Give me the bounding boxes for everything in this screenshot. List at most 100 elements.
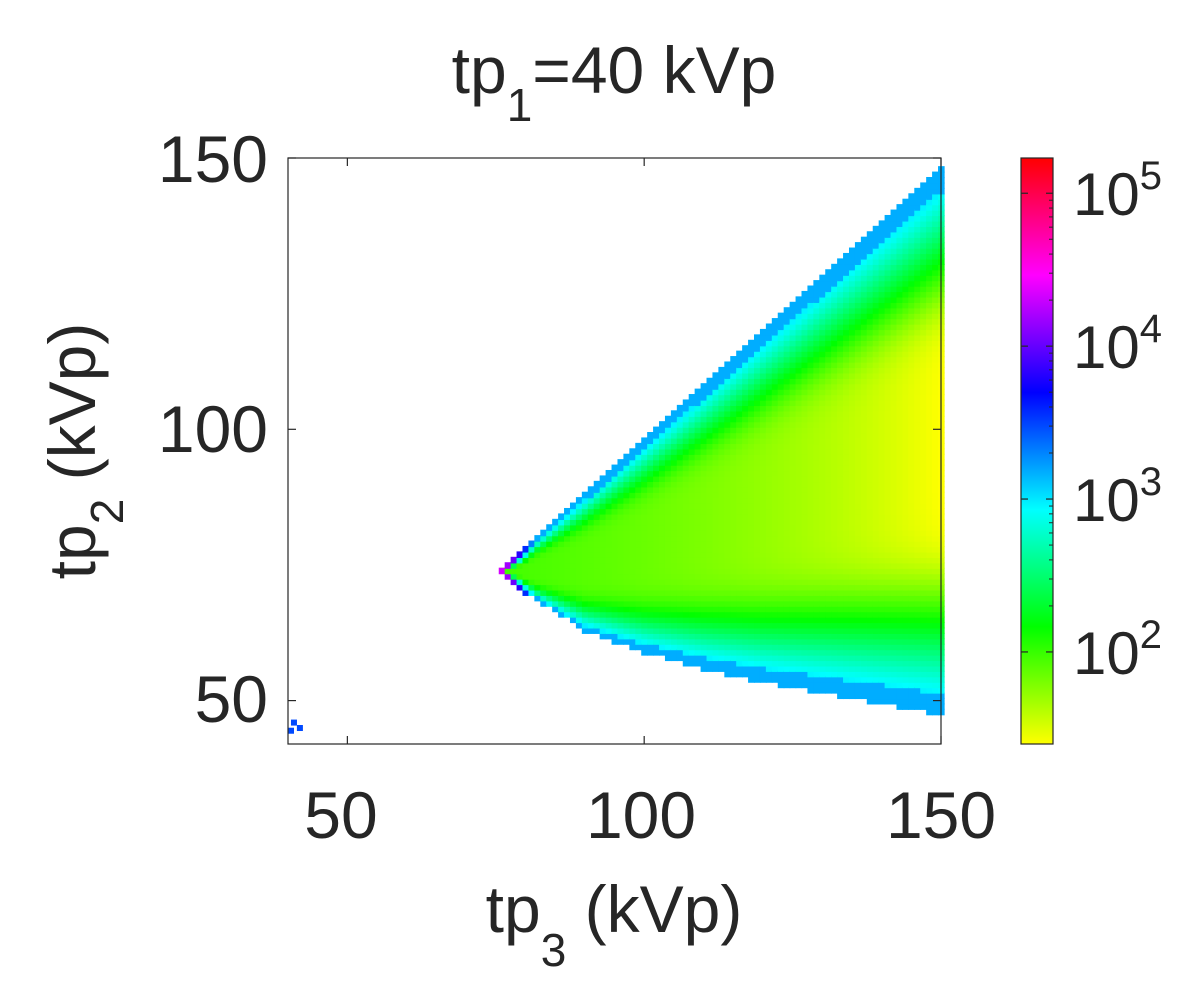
heatmap-cell (795, 318, 803, 325)
heatmap-cell (676, 535, 684, 542)
heatmap-cell (890, 578, 898, 586)
heatmap-cell (664, 616, 672, 624)
heatmap-cell (908, 578, 915, 586)
heatmap-cell (706, 573, 714, 580)
heatmap-cell (771, 518, 779, 526)
heatmap-cell (670, 507, 678, 515)
heatmap-cell (777, 643, 785, 651)
heatmap-cell (854, 415, 862, 423)
heatmap-cell (635, 605, 642, 613)
heatmap-cell (694, 621, 702, 629)
heatmap-cell (908, 665, 915, 672)
heatmap-cell (801, 377, 809, 385)
heatmap-cell (932, 415, 939, 423)
heatmap-cell (647, 600, 654, 607)
heatmap-cell (528, 545, 536, 553)
heatmap-cell (795, 383, 803, 390)
heatmap-cell (540, 535, 547, 542)
heatmap-cell (902, 594, 910, 602)
heatmap-cell (771, 600, 779, 607)
heatmap-cell (771, 448, 779, 455)
heatmap-cell (569, 518, 577, 526)
heatmap-cell (718, 448, 725, 455)
heatmap-cell (569, 540, 577, 548)
heatmap-cell (659, 518, 666, 526)
heatmap-cell (771, 350, 779, 358)
heatmap-cell (718, 459, 725, 466)
heatmap-cell (807, 410, 815, 417)
heatmap-cell (718, 366, 725, 374)
heatmap-cell (807, 312, 815, 320)
heatmap-cell (629, 643, 636, 651)
heatmap-cell (896, 410, 904, 417)
heatmap-cell (813, 318, 820, 325)
heatmap-cell (819, 459, 826, 466)
heatmap-cell (890, 394, 898, 401)
heatmap-cell (653, 507, 660, 515)
heatmap-cell (777, 486, 785, 493)
heatmap-cell (866, 307, 874, 314)
heatmap-cell (706, 437, 714, 445)
heatmap-cell (552, 524, 559, 531)
heatmap-cell (837, 469, 844, 477)
heatmap-cell (718, 578, 725, 586)
heatmap-cell (896, 507, 904, 515)
heatmap-cell (653, 551, 660, 558)
heatmap-cell (795, 491, 803, 499)
heatmap-cell (801, 475, 809, 483)
heatmap-cell (605, 502, 613, 510)
heatmap-cell (932, 176, 939, 184)
heatmap-cell (730, 589, 737, 596)
heatmap-cell (712, 578, 720, 586)
heatmap-cell (688, 475, 696, 483)
heatmap-cell (848, 491, 856, 499)
heatmap-cell (718, 659, 725, 667)
heatmap-cell (890, 242, 898, 249)
heatmap-cell (700, 605, 708, 613)
heatmap-cell (789, 545, 797, 553)
plot-area (287, 157, 945, 745)
heatmap-cell (866, 621, 874, 629)
heatmap-cell (795, 616, 803, 624)
heatmap-cell (605, 491, 613, 499)
heatmap-cell (920, 459, 927, 466)
heatmap-cell (819, 318, 826, 325)
heatmap-cell (765, 350, 773, 358)
heatmap-cell (843, 274, 850, 282)
heatmap-cell (759, 556, 767, 564)
heatmap-cell (700, 567, 708, 575)
heatmap-cell (742, 518, 749, 526)
heatmap-cell (902, 204, 910, 211)
heatmap-cell (896, 556, 904, 564)
heatmap-cell (896, 654, 904, 662)
heatmap-cell (581, 583, 589, 591)
heatmap-cell (932, 394, 939, 401)
heatmap-cell (694, 513, 702, 520)
heatmap-cell (872, 659, 880, 667)
heatmap-cell (908, 475, 915, 483)
heatmap-cell (623, 600, 631, 607)
heatmap-cell (748, 345, 755, 352)
heatmap-cell (872, 676, 880, 683)
heatmap-cell (837, 540, 844, 548)
heatmap-cell (831, 589, 838, 596)
heatmap-cell (819, 464, 826, 472)
heatmap-cell (926, 399, 933, 407)
heatmap-cell (534, 562, 541, 569)
heatmap-cell (801, 415, 809, 423)
heatmap-cell (765, 605, 773, 613)
heatmap-cell (771, 437, 779, 445)
heatmap-cell (908, 502, 915, 510)
heatmap-cell (807, 518, 815, 526)
heatmap-cell (890, 296, 898, 303)
heatmap-cell (659, 529, 666, 537)
heatmap-cell (706, 464, 714, 472)
heatmap-cell (736, 632, 743, 640)
heatmap-cell (831, 556, 838, 564)
heatmap-cell (742, 583, 749, 591)
heatmap-cell (890, 383, 898, 390)
heatmap-cell (748, 497, 755, 504)
heatmap-cell (742, 578, 749, 586)
heatmap-cell (884, 480, 892, 488)
heatmap-cell (825, 676, 832, 683)
